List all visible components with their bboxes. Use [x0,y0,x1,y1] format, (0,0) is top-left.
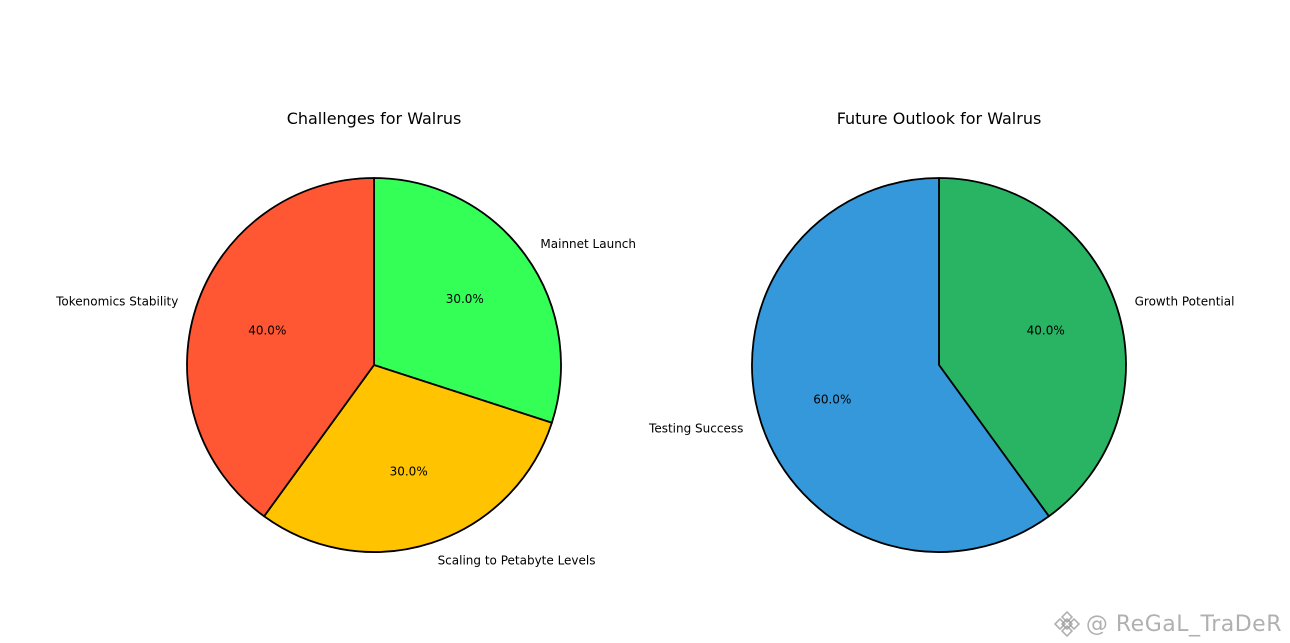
pie-chart-future-outlook: Future Outlook for Walrus 40.0% Growth Pot… [648,109,1235,553]
pie-chart-challenges: Challenges for Walrus 30.0% Mainnet Launch… [55,109,636,568]
pie-percent-label: 40.0% [1027,323,1065,337]
chart-title: Future Outlook for Walrus [837,109,1042,128]
watermark-text: @ ReGaL_TraDeR [1085,611,1282,637]
pie-category-label: Growth Potential [1135,294,1235,308]
pie-category-label: Testing Success [648,422,743,436]
pie-category-label: Scaling to Petabyte Levels [438,554,596,568]
pie-category-label: Mainnet Launch [540,237,636,251]
pie-slice-growth-potential [938,177,1127,518]
binance-logo-icon [1053,611,1080,637]
chart-title: Challenges for Walrus [287,109,462,128]
pie-slice-tokenomics-stability [186,177,375,518]
pie-slice-mainnet-launch [373,177,562,424]
pie-percent-label: 30.0% [446,292,484,306]
pie-percent-label: 40.0% [248,323,286,337]
pie-slice-scaling-to-petabyte-levels [263,364,553,553]
pie-slice-testing-success [751,177,1050,553]
pie-percent-label: 60.0% [813,393,851,407]
pie-percent-label: 30.0% [390,465,428,479]
watermark: @ ReGaL_TraDeR [1053,611,1282,637]
pie-category-label: Tokenomics Stability [55,294,178,308]
